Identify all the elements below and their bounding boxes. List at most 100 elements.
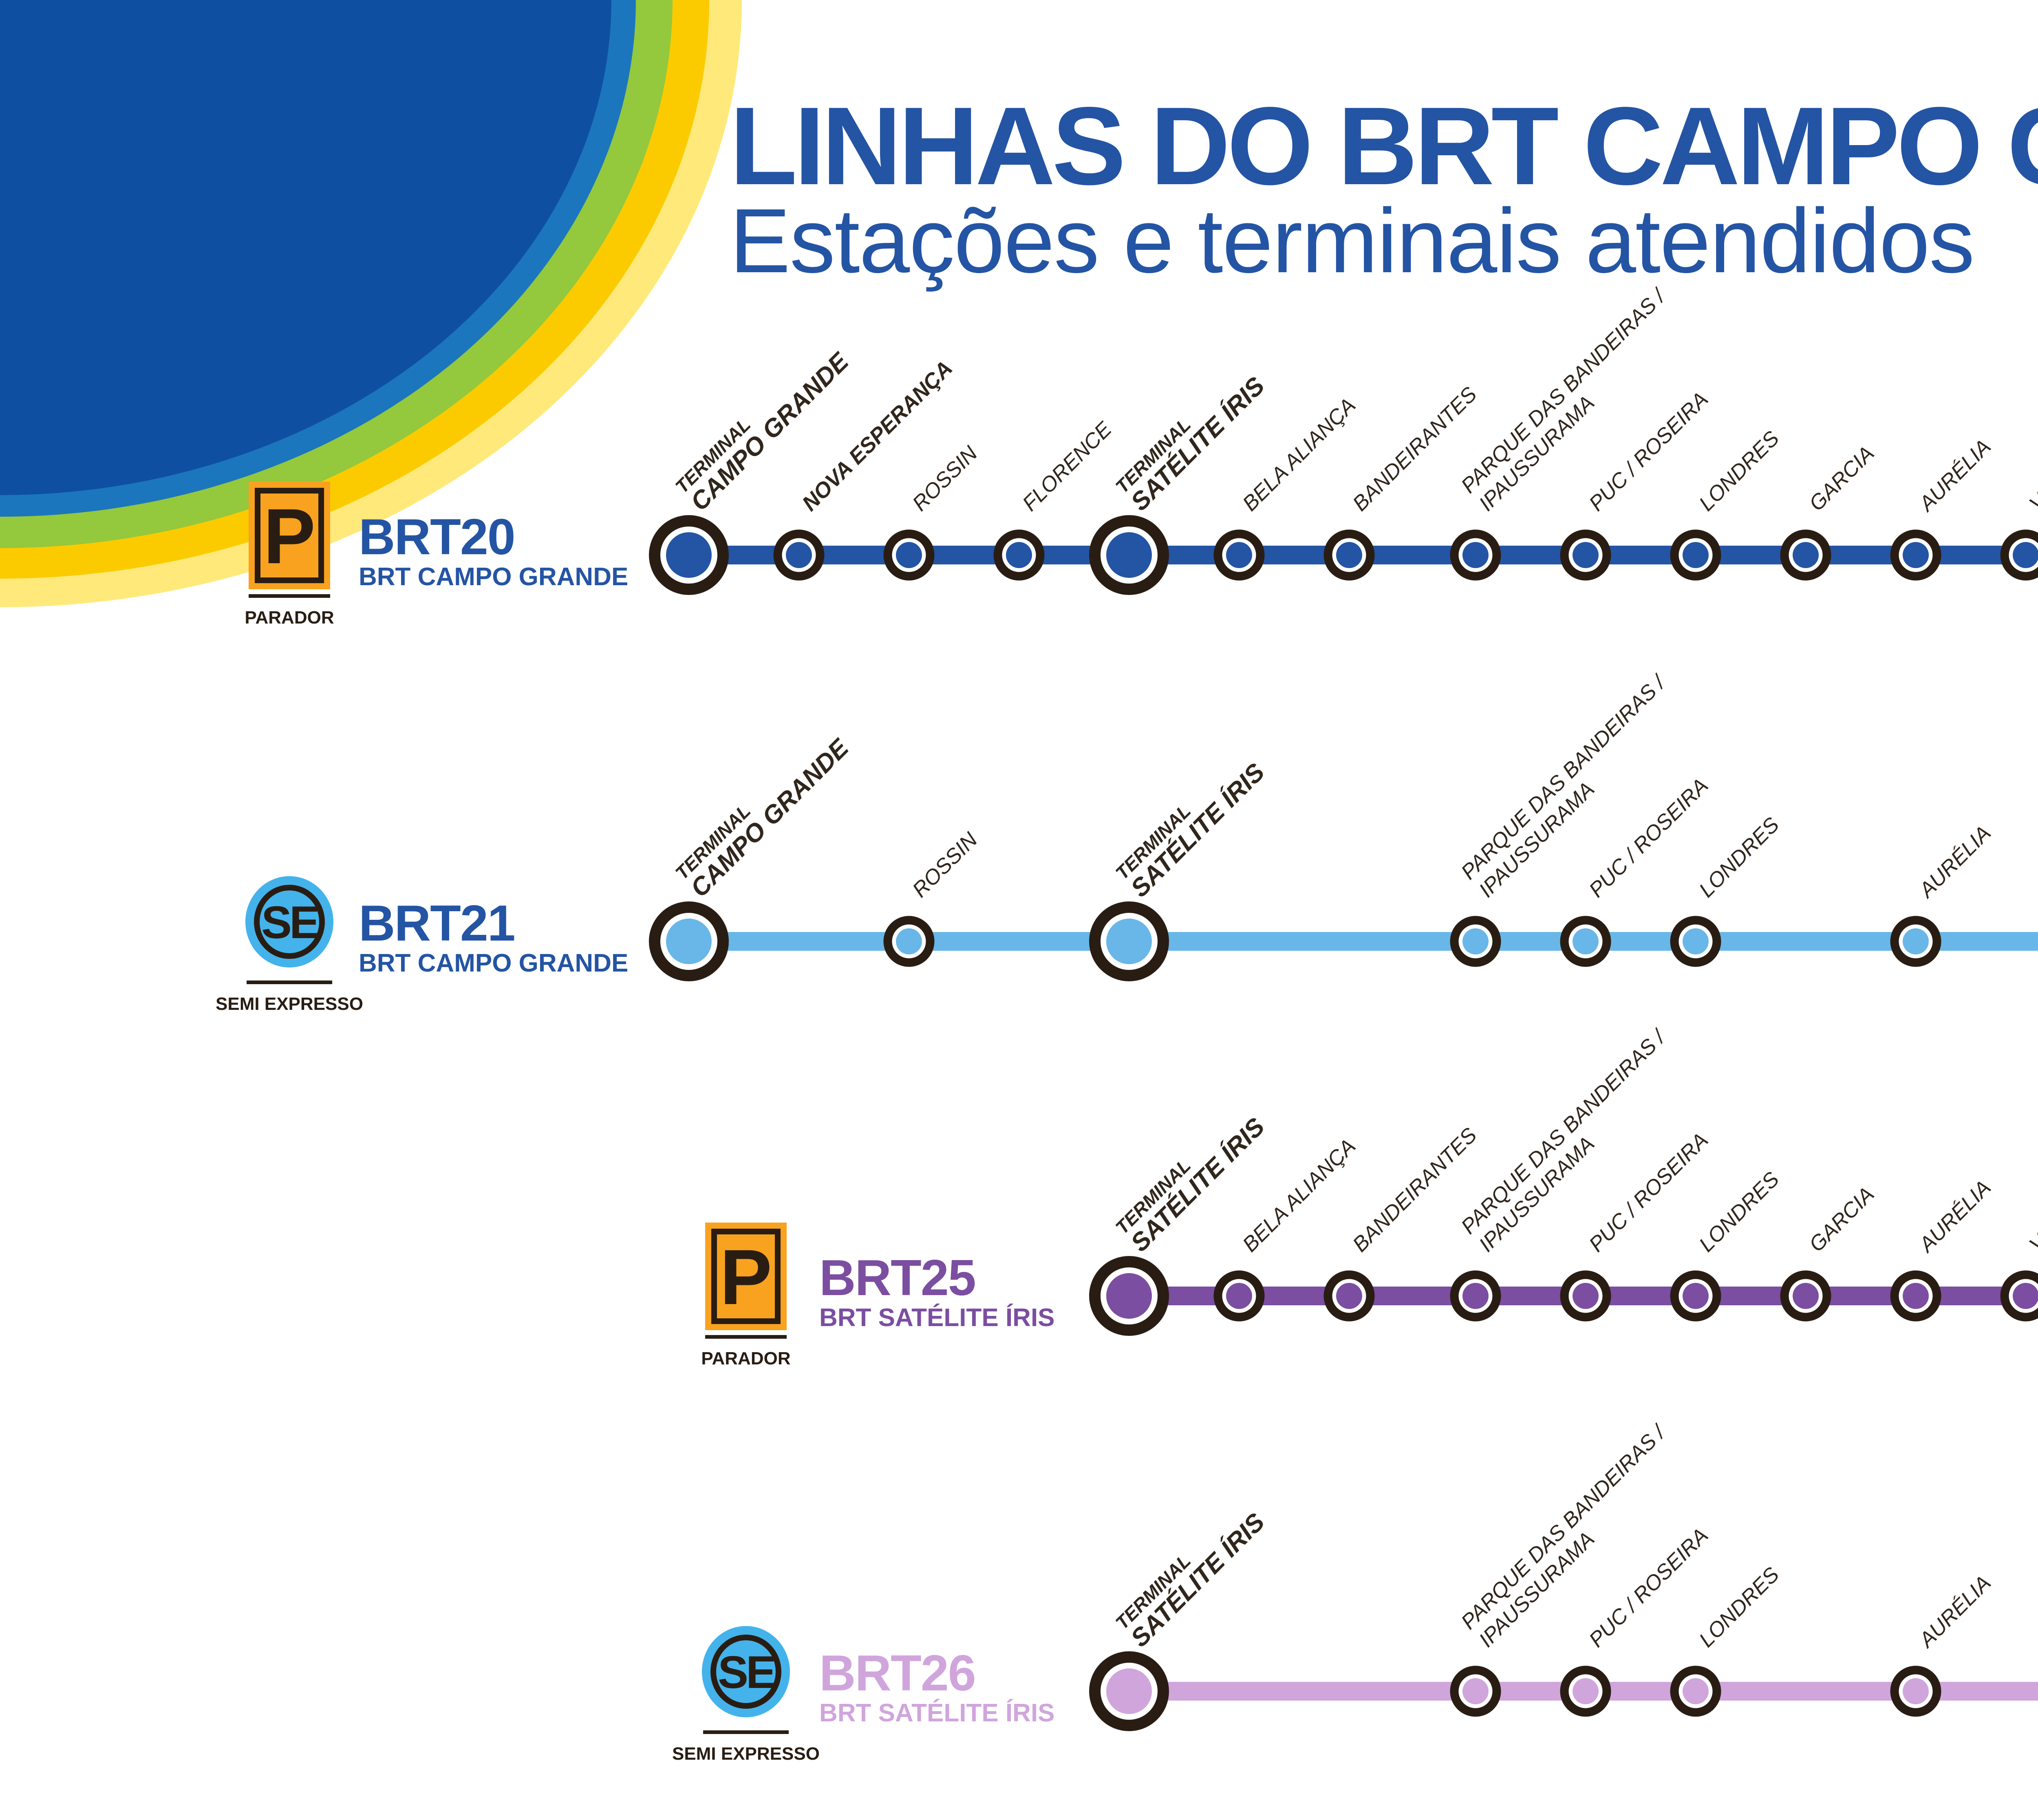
station-dot bbox=[896, 542, 922, 568]
station-label-line: ROSSIN bbox=[908, 441, 982, 516]
station-dot bbox=[1336, 542, 1362, 568]
station-label: PUC / ROSEIRA bbox=[1584, 1128, 1713, 1257]
parador-badge: P PARADOR bbox=[701, 1223, 791, 1368]
station-label: PUC / ROSEIRA bbox=[1584, 388, 1713, 516]
parador-letter: P bbox=[720, 1233, 772, 1321]
station-dot bbox=[1226, 1283, 1252, 1309]
station-label-line: GARCIA bbox=[1804, 441, 1879, 516]
station-dot bbox=[1006, 542, 1032, 568]
station-dot bbox=[666, 532, 712, 578]
station-label: BANDEIRANTES bbox=[1348, 382, 1481, 516]
route-subtitle: BRT SATÉLITE ÍRIS bbox=[819, 1699, 1055, 1727]
station-dot bbox=[1226, 542, 1252, 568]
station-dot bbox=[1903, 1678, 1929, 1704]
badge-rule bbox=[249, 594, 330, 598]
station-dot bbox=[2013, 1283, 2038, 1309]
corner-decoration bbox=[0, 0, 742, 607]
station-dot bbox=[1573, 1283, 1599, 1309]
station-label: VILA TEIXEIRA bbox=[2025, 1135, 2038, 1256]
parador-badge-bg bbox=[705, 1223, 787, 1330]
station-label: LONDRES bbox=[1694, 1562, 1784, 1652]
page-subtitle: Estações e terminais atendidos bbox=[730, 190, 1974, 292]
station-label-line: GARCIA bbox=[1804, 1182, 1879, 1256]
station-label: AURÉLIA bbox=[1914, 821, 1995, 903]
station-label: BELA ALIANÇA bbox=[1238, 394, 1360, 516]
semi-caption: SEMI EXPRESSO bbox=[216, 994, 363, 1014]
station-dot bbox=[1793, 1283, 1819, 1309]
station-label: GARCIA bbox=[1804, 1182, 1879, 1256]
station-dot bbox=[1683, 1283, 1709, 1309]
station-dot bbox=[1793, 542, 1819, 568]
corner-band bbox=[0, 0, 611, 495]
semi-caption: SEMI EXPRESSO bbox=[672, 1744, 820, 1764]
station-dot bbox=[1462, 928, 1489, 954]
station-label-line: LONDRES bbox=[1694, 426, 1784, 516]
station-dot bbox=[1462, 1283, 1489, 1309]
semi-letters: SE bbox=[261, 897, 318, 948]
station-label-line: AURÉLIA bbox=[1914, 821, 1995, 903]
station-dot bbox=[1683, 542, 1709, 568]
semi-badge-ring bbox=[710, 1635, 781, 1709]
station-dot bbox=[1106, 919, 1152, 964]
station-dot bbox=[1903, 542, 1929, 568]
station-label-line: SATÉLITE ÍRIS bbox=[1125, 758, 1270, 903]
parador-letter: P bbox=[263, 492, 315, 580]
station-label: BANDEIRANTES bbox=[1348, 1123, 1481, 1256]
badge-rule bbox=[705, 1335, 787, 1339]
station-label-line: VILA TEIXEIRA bbox=[2025, 1135, 2038, 1256]
parador-badge-bg bbox=[249, 482, 330, 589]
station-label-line: BANDEIRANTES bbox=[1348, 1123, 1481, 1256]
station-dot bbox=[1683, 1678, 1709, 1704]
route-brt25: OROSIMBO MAIACPFLPREFEITURAALLAN KARDECM… bbox=[701, 1025, 2038, 1368]
station-label: LONDRES bbox=[1694, 1167, 1784, 1256]
station-label: ROSSIN bbox=[908, 441, 982, 516]
badge-rule bbox=[703, 1730, 789, 1734]
station-dot bbox=[1336, 1283, 1362, 1309]
station-label-line: LONDRES bbox=[1694, 1562, 1784, 1652]
station-label-line: LONDRES bbox=[1694, 1167, 1784, 1256]
station-label: PUC / ROSEIRA bbox=[1584, 774, 1713, 902]
route-subtitle: BRT SATÉLITE ÍRIS bbox=[819, 1304, 1055, 1332]
semi-expresso-badge: SE SEMI EXPRESSO bbox=[672, 1626, 820, 1764]
parador-badge-border bbox=[255, 488, 324, 583]
station-label-line: BELA ALIANÇA bbox=[1238, 394, 1360, 516]
station-label: LONDRES bbox=[1694, 426, 1784, 516]
route-subtitle: BRT CAMPO GRANDE bbox=[359, 949, 628, 977]
station-label: LONDRES bbox=[1694, 813, 1784, 902]
route-name: BRT25 bbox=[819, 1250, 975, 1306]
semi-letters: SE bbox=[718, 1647, 775, 1698]
station-label-line: BANDEIRANTES bbox=[1348, 382, 1481, 516]
station-label-line: FLORENCE bbox=[1018, 417, 1116, 516]
station-dot bbox=[666, 919, 712, 964]
station-dot bbox=[786, 542, 812, 568]
semi-badge-ring bbox=[254, 885, 325, 959]
station-dot bbox=[1573, 928, 1599, 954]
station-label-line: VILA TEIXEIRA bbox=[2025, 394, 2038, 516]
parador-badge-border bbox=[711, 1229, 781, 1324]
station-label: PARQUE DAS BANDEIRAS /IPAUSSURAMA bbox=[1457, 1025, 1671, 1257]
station-label: ROSSIN bbox=[908, 828, 982, 902]
station-label-line: CAMPO GRANDE bbox=[685, 734, 854, 903]
page-title: LINHAS DO BRT CAMPO GRANDE bbox=[730, 84, 2038, 208]
badge-rule bbox=[247, 981, 332, 984]
station-label-line: AURÉLIA bbox=[1914, 435, 1995, 516]
station-label-line: AURÉLIA bbox=[1914, 1571, 1995, 1653]
station-label: AURÉLIA bbox=[1914, 1176, 1995, 1257]
parador-caption: PARADOR bbox=[245, 608, 334, 628]
station-label-line: PUC / ROSEIRA bbox=[1584, 388, 1713, 516]
station-dot bbox=[1106, 1273, 1152, 1319]
station-dot bbox=[1573, 1678, 1599, 1704]
route-subtitle: BRT CAMPO GRANDE bbox=[359, 563, 628, 591]
station-label-line: AURÉLIA bbox=[1914, 1176, 1995, 1257]
station-label-line: PUC / ROSEIRA bbox=[1584, 774, 1713, 902]
station-dot bbox=[1462, 1678, 1489, 1704]
parador-caption: PARADOR bbox=[701, 1348, 790, 1368]
parador-badge: P PARADOR bbox=[245, 482, 334, 628]
